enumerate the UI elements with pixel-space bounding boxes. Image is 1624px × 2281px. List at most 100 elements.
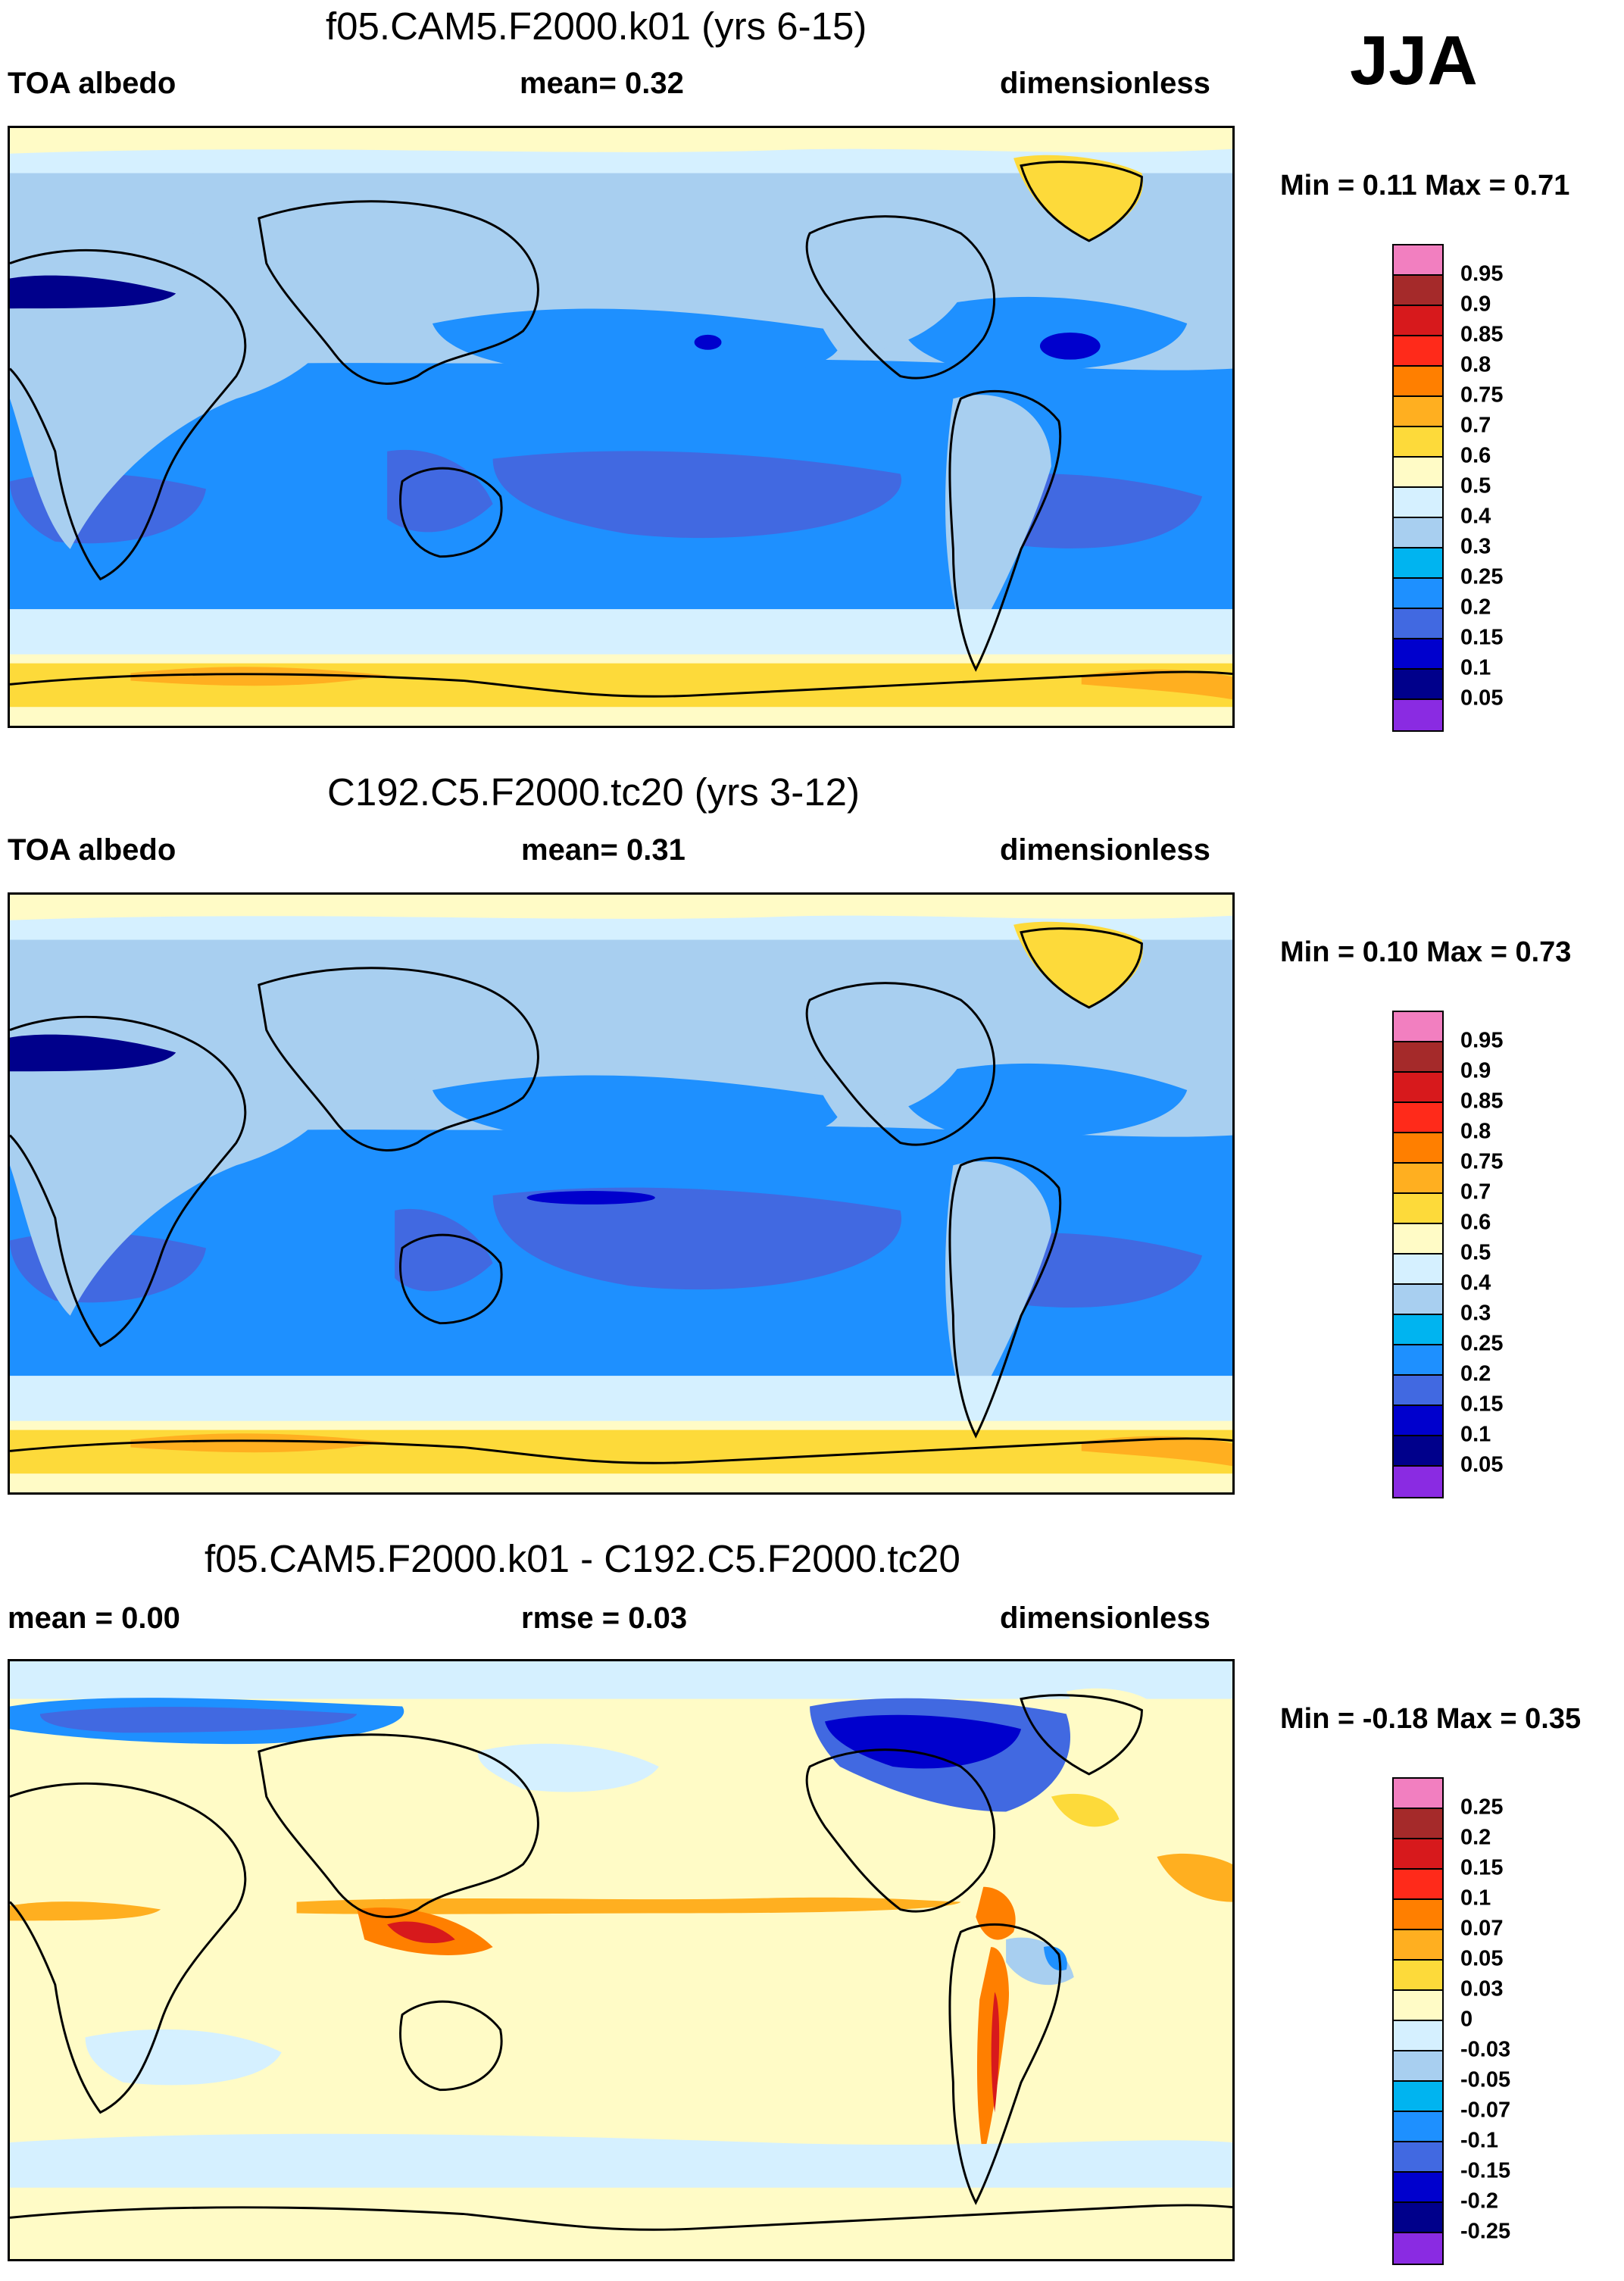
legend-label: 0.75 xyxy=(1460,1149,1504,1174)
units-label: dimensionless xyxy=(1000,67,1210,100)
legend-swatch xyxy=(1394,1255,1442,1285)
legend-swatch xyxy=(1394,1991,1442,2021)
legend-swatch xyxy=(1394,1900,1442,1930)
legend-swatch xyxy=(1394,1809,1442,1839)
legend-label: 0.7 xyxy=(1460,1180,1491,1205)
legend-swatch xyxy=(1394,1315,1442,1345)
legend-label: -0.25 xyxy=(1460,2219,1511,2244)
legend-label: 0 xyxy=(1460,2007,1473,2032)
legend-swatch xyxy=(1394,1436,1442,1467)
units-label: dimensionless xyxy=(1000,1601,1210,1635)
legend-swatch xyxy=(1394,2112,1442,2142)
legend-label: 0.15 xyxy=(1460,625,1504,650)
legend-swatch xyxy=(1394,1224,1442,1255)
legend-swatch xyxy=(1394,2233,1442,2264)
legend-label: 0.03 xyxy=(1460,1976,1504,2001)
legend-label: 0.05 xyxy=(1460,686,1504,711)
legend-label: -0.03 xyxy=(1460,2037,1511,2062)
panel-title: C192.C5.F2000.tc20 (yrs 3-12) xyxy=(327,770,860,814)
variable-label: TOA albedo xyxy=(8,67,176,100)
legend-label: 0.25 xyxy=(1460,564,1504,589)
min-max-label: Min = -0.18 Max = 0.35 xyxy=(1280,1703,1582,1735)
legend-label: 0.07 xyxy=(1460,1916,1504,1941)
legend-swatch xyxy=(1394,1779,1442,1809)
legend-swatch xyxy=(1394,518,1442,548)
legend-label: 0.1 xyxy=(1460,655,1491,680)
legend-label: 0.4 xyxy=(1460,1270,1491,1295)
legend-label: 0.4 xyxy=(1460,504,1491,529)
legend-label: 0.95 xyxy=(1460,261,1504,286)
min-max-label: Min = 0.11 Max = 0.71 xyxy=(1280,170,1570,202)
season-label: JJA xyxy=(1350,22,1478,99)
variable-label: TOA albedo xyxy=(8,833,176,867)
legend-label: 0.25 xyxy=(1460,1331,1504,1356)
legend-label: 0.9 xyxy=(1460,1058,1491,1083)
legend-label: 0.1 xyxy=(1460,1886,1491,1911)
legend-swatch xyxy=(1394,2203,1442,2233)
panel-title: f05.CAM5.F2000.k01 - C192.C5.F2000.tc20 xyxy=(205,1537,960,1580)
legend-label: -0.05 xyxy=(1460,2067,1511,2092)
mean-label: mean = 0.00 xyxy=(8,1601,180,1635)
legend-label: 0.85 xyxy=(1460,1089,1504,1114)
legend-label: 0.5 xyxy=(1460,473,1491,498)
legend-swatch xyxy=(1394,2051,1442,2082)
legend-label: 0.75 xyxy=(1460,383,1504,408)
units-label: dimensionless xyxy=(1000,833,1210,867)
legend-swatch xyxy=(1394,336,1442,367)
mean-label: mean= 0.32 xyxy=(520,67,684,100)
legend-label: 0.25 xyxy=(1460,1795,1504,1820)
legend-swatch xyxy=(1394,1285,1442,1315)
legend-swatch xyxy=(1394,306,1442,336)
legend-label: 0.2 xyxy=(1460,1361,1491,1386)
legend-label: 0.8 xyxy=(1460,352,1491,377)
legend-label: 0.15 xyxy=(1460,1855,1504,1880)
legend-swatch xyxy=(1394,2142,1442,2173)
legend-label: 0.7 xyxy=(1460,413,1491,438)
legend-swatch xyxy=(1394,2082,1442,2112)
legend-swatch xyxy=(1394,670,1442,700)
legend-swatch xyxy=(1394,1467,1442,1497)
legend-swatch xyxy=(1394,367,1442,397)
legend-label: 0.85 xyxy=(1460,322,1504,347)
legend-swatch xyxy=(1394,1194,1442,1224)
legend-swatch xyxy=(1394,1164,1442,1194)
legend-swatch xyxy=(1394,488,1442,518)
legend-swatch xyxy=(1394,548,1442,579)
color-legend xyxy=(1392,1777,1444,2265)
legend-swatch xyxy=(1394,1073,1442,1103)
legend-swatch xyxy=(1394,2021,1442,2051)
legend-swatch xyxy=(1394,579,1442,609)
legend-swatch xyxy=(1394,1042,1442,1073)
rmse-label: rmse = 0.03 xyxy=(521,1601,688,1635)
legend-label: 0.5 xyxy=(1460,1240,1491,1265)
legend-swatch xyxy=(1394,1103,1442,1133)
legend-swatch xyxy=(1394,1961,1442,1991)
legend-label: 0.3 xyxy=(1460,1301,1491,1326)
legend-swatch xyxy=(1394,1345,1442,1376)
legend-label: 0.05 xyxy=(1460,1452,1504,1477)
legend-swatch xyxy=(1394,700,1442,730)
color-legend xyxy=(1392,244,1444,732)
legend-label: -0.15 xyxy=(1460,2158,1511,2183)
legend-swatch xyxy=(1394,1133,1442,1164)
legend-label: 0.9 xyxy=(1460,292,1491,317)
legend-swatch xyxy=(1394,1839,1442,1870)
legend-label: 0.05 xyxy=(1460,1946,1504,1971)
color-legend xyxy=(1392,1011,1444,1498)
mean-label: mean= 0.31 xyxy=(521,833,686,867)
legend-label: 0.8 xyxy=(1460,1119,1491,1144)
albedo-map-model-a xyxy=(8,126,1235,728)
legend-swatch xyxy=(1394,1870,1442,1900)
albedo-map-model-b xyxy=(8,892,1235,1495)
min-max-label: Min = 0.10 Max = 0.73 xyxy=(1280,936,1572,968)
legend-swatch xyxy=(1394,609,1442,639)
legend-swatch xyxy=(1394,639,1442,670)
legend-label: 0.15 xyxy=(1460,1392,1504,1417)
legend-swatch xyxy=(1394,245,1442,276)
legend-swatch xyxy=(1394,276,1442,306)
legend-swatch xyxy=(1394,1012,1442,1042)
legend-swatch xyxy=(1394,397,1442,427)
legend-swatch xyxy=(1394,1406,1442,1436)
legend-label: 0.6 xyxy=(1460,443,1491,468)
legend-swatch xyxy=(1394,2173,1442,2203)
